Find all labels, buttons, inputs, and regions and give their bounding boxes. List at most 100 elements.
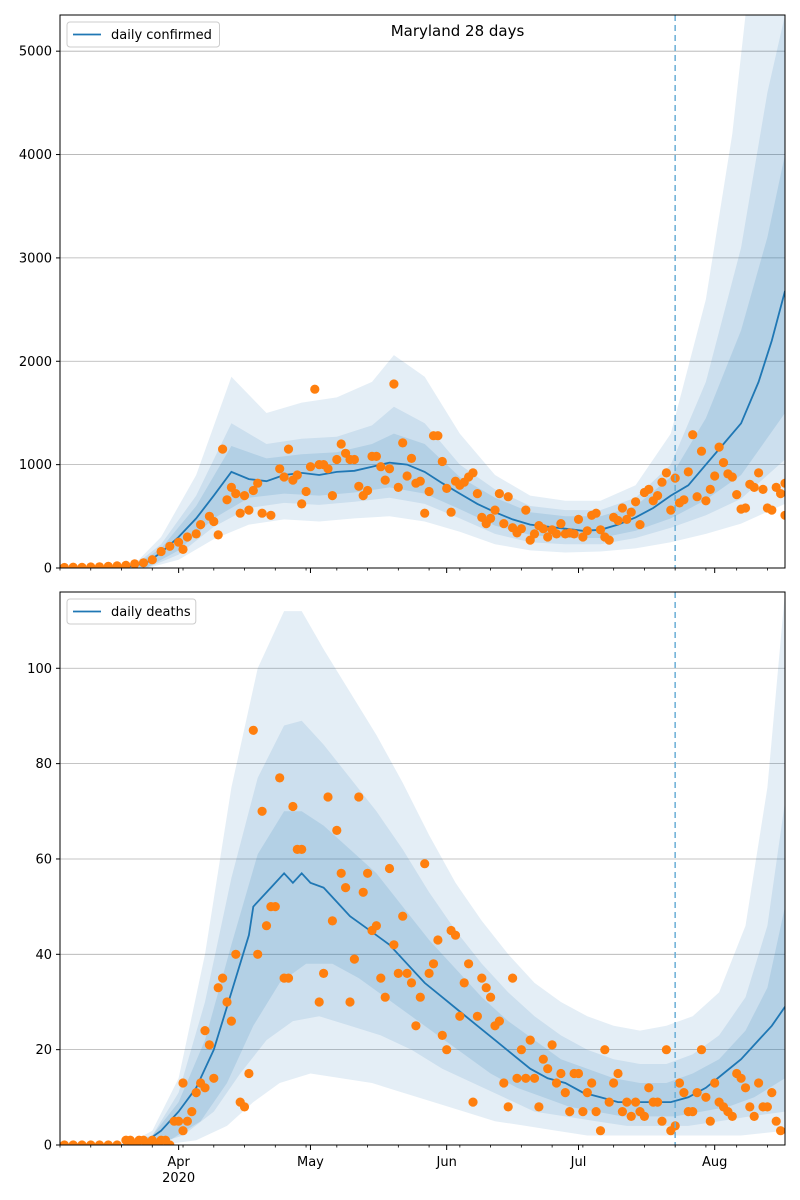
data-point	[582, 526, 592, 536]
data-point	[178, 544, 188, 555]
data-point	[674, 1078, 685, 1088]
data-point	[147, 555, 157, 565]
data-point	[494, 489, 504, 499]
data-point	[459, 978, 469, 988]
data-point	[560, 1088, 570, 1098]
data-point	[622, 514, 632, 525]
data-point	[617, 503, 628, 513]
data-point	[587, 1078, 597, 1088]
data-point	[182, 532, 192, 542]
uncertainty-band-middle	[60, 720, 785, 1145]
data-point	[187, 1107, 197, 1117]
data-point	[639, 1111, 650, 1121]
data-point	[516, 1045, 527, 1055]
data-point	[595, 525, 606, 535]
series-line	[60, 871, 785, 1145]
data-point	[191, 1088, 201, 1098]
data-point	[204, 1040, 214, 1050]
y-tick-label: 3000	[19, 251, 52, 266]
data-point	[191, 529, 201, 539]
data-point	[446, 507, 456, 517]
data-point	[714, 442, 724, 452]
data-point	[222, 495, 232, 505]
data-point	[653, 1097, 663, 1107]
data-point	[631, 1097, 641, 1107]
data-point	[86, 1140, 96, 1145]
data-point	[613, 515, 623, 526]
data-point	[314, 997, 324, 1007]
y-tick-label: 100	[27, 662, 52, 677]
data-point	[341, 883, 351, 893]
legend-box	[66, 598, 197, 625]
data-point	[213, 530, 223, 540]
data-point	[420, 859, 430, 869]
data-point	[389, 940, 399, 950]
uncertainty-band-middle	[60, 15, 785, 568]
data-point	[174, 1116, 184, 1126]
data-point	[226, 1016, 236, 1026]
y-tick-label: 60	[35, 852, 52, 867]
data-point	[644, 484, 654, 494]
y-tick-label: 80	[35, 757, 52, 772]
data-point	[323, 464, 333, 474]
data-point	[718, 458, 729, 468]
data-point	[402, 471, 412, 481]
data-point	[222, 997, 232, 1007]
data-point	[393, 968, 403, 979]
data-point	[121, 560, 131, 568]
y-tick-label: 2000	[19, 355, 52, 370]
data-point	[450, 930, 461, 940]
data-point	[103, 1140, 113, 1145]
data-point	[679, 495, 689, 505]
data-point	[486, 992, 496, 1002]
data-point	[261, 921, 272, 931]
data-point	[266, 510, 276, 520]
data-point	[591, 508, 601, 518]
panel-confirmed: 0 1000 2000 3000 4000 5000 Maryland 28 days dai…	[19, 14, 786, 577]
data-point	[464, 959, 474, 969]
data-point	[683, 467, 693, 477]
data-point	[780, 510, 785, 520]
data-point	[604, 1097, 614, 1107]
data-point	[754, 468, 764, 478]
plot-area	[60, 592, 785, 1145]
data-point	[666, 505, 676, 515]
data-point	[428, 959, 439, 969]
data-point	[349, 954, 359, 964]
data-point	[279, 472, 289, 482]
data-point	[635, 520, 645, 530]
data-point	[270, 902, 280, 912]
data-point	[705, 1116, 715, 1126]
data-point	[732, 490, 742, 500]
data-point	[257, 806, 267, 816]
data-point	[349, 454, 359, 465]
data-point	[112, 1140, 122, 1145]
x-year-label: 2020	[162, 1171, 195, 1186]
data-point	[283, 444, 294, 454]
x-tick-label: Aug	[702, 1155, 727, 1170]
data-point	[253, 949, 263, 959]
data-point	[424, 486, 434, 497]
data-point	[507, 973, 518, 983]
data-point	[94, 562, 105, 568]
data-point	[332, 825, 342, 836]
data-point	[363, 485, 373, 496]
data-point	[538, 1054, 548, 1064]
data-point	[301, 486, 311, 497]
chart-title: Maryland 28 days	[391, 22, 525, 40]
data-point	[178, 1078, 188, 1088]
data-point	[398, 438, 408, 448]
data-point	[582, 1088, 592, 1098]
data-point	[332, 454, 342, 465]
legend-box	[66, 21, 220, 48]
data-point	[354, 481, 364, 491]
data-point	[740, 503, 751, 513]
data-point	[653, 491, 663, 501]
data-point	[411, 1021, 421, 1031]
data-point	[376, 462, 386, 472]
data-point	[490, 505, 500, 515]
data-point	[696, 446, 707, 456]
data-point	[275, 773, 285, 783]
data-point	[371, 451, 381, 461]
data-point	[415, 476, 425, 486]
